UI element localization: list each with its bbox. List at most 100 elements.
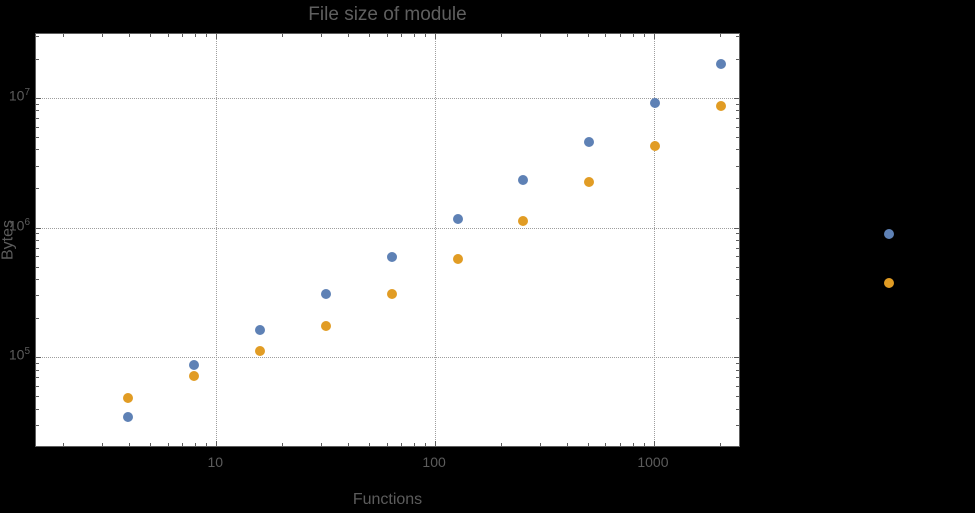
x-tick-label: 10 <box>207 454 224 470</box>
x-tick-mark <box>632 443 634 446</box>
y-tick-mark <box>736 295 739 297</box>
y-tick-mark <box>36 377 39 379</box>
x-tick-mark <box>401 443 403 446</box>
y-tick-mark <box>36 247 39 249</box>
y-gridline <box>36 97 739 99</box>
y-tick-mark <box>36 58 39 60</box>
x-tick-mark <box>413 443 415 446</box>
y-tick-mark <box>36 149 39 151</box>
x-tick-mark <box>719 34 721 37</box>
x-tick-mark <box>566 34 568 37</box>
y-tick-mark <box>36 165 39 167</box>
y-tick-mark <box>736 233 739 235</box>
y-tick-mark <box>736 136 739 138</box>
y-tick-mark <box>736 279 739 281</box>
y-tick-mark <box>36 396 39 398</box>
y-tick-mark <box>736 149 739 151</box>
x-tick-mark <box>620 443 622 446</box>
y-tick-mark <box>36 233 39 235</box>
x-tick-mark <box>195 34 197 37</box>
y-tick-mark <box>736 110 739 112</box>
y-tick-mark <box>736 126 739 128</box>
x-tick-mark <box>216 34 218 39</box>
x-axis-label: Functions <box>352 491 423 508</box>
y-gridline <box>36 357 739 359</box>
y-tick-mark <box>36 240 39 242</box>
y-tick-mark <box>36 117 39 119</box>
y-tick-mark <box>736 408 739 410</box>
y-tick-mark <box>36 295 39 297</box>
y-tick-mark <box>736 247 739 249</box>
plot-area <box>35 33 740 447</box>
x-gridline <box>435 34 437 446</box>
x-tick-mark <box>167 34 169 37</box>
x-tick-mark <box>150 443 152 446</box>
x-tick-mark <box>320 34 322 37</box>
y-tick-mark <box>734 97 739 99</box>
x-tick-mark <box>425 443 427 446</box>
x-tick-mark <box>369 443 371 446</box>
x-tick-mark <box>588 443 590 446</box>
x-tick-mark <box>386 34 388 37</box>
x-tick-mark <box>101 34 103 37</box>
x-tick-mark <box>632 34 634 37</box>
y-tick-mark <box>736 396 739 398</box>
x-tick-mark <box>500 34 502 37</box>
x-tick-mark <box>282 34 284 37</box>
x-tick-label: 1000 <box>637 454 669 470</box>
x-tick-mark <box>539 34 541 37</box>
x-tick-mark <box>182 34 184 37</box>
x-gridline <box>653 34 655 446</box>
x-tick-mark <box>348 34 350 37</box>
x-tick-mark <box>539 443 541 446</box>
y-tick-mark <box>736 425 739 427</box>
x-tick-mark <box>719 443 721 446</box>
y-tick-mark <box>736 165 739 167</box>
x-tick-mark <box>605 34 607 37</box>
y-tick-mark <box>734 357 739 359</box>
x-tick-mark <box>653 441 655 446</box>
x-tick-mark <box>605 443 607 446</box>
y-tick-mark <box>736 103 739 105</box>
y-tick-mark <box>736 188 739 190</box>
x-gridline <box>216 34 218 446</box>
y-tick-mark <box>736 256 739 258</box>
y-tick-mark <box>736 117 739 119</box>
y-tick-mark <box>36 227 41 229</box>
x-tick-mark <box>588 34 590 37</box>
x-tick-mark <box>129 34 131 37</box>
y-tick-mark <box>736 386 739 388</box>
y-tick-mark <box>736 318 739 320</box>
y-tick-mark <box>734 227 739 229</box>
x-tick-mark <box>216 441 218 446</box>
x-tick-mark <box>369 34 371 37</box>
y-tick-mark <box>736 377 739 379</box>
x-tick-mark <box>643 443 645 446</box>
y-tick-mark <box>736 369 739 371</box>
chart-title: File size of module <box>308 4 467 25</box>
y-tick-mark <box>736 35 739 37</box>
y-tick-mark <box>36 386 39 388</box>
y-tick-mark <box>36 369 39 371</box>
x-tick-mark <box>206 34 208 37</box>
y-tick-mark <box>36 188 39 190</box>
x-tick-mark <box>386 443 388 446</box>
y-tick-mark <box>36 425 39 427</box>
y-tick-mark <box>736 266 739 268</box>
x-tick-mark <box>653 34 655 39</box>
x-tick-mark <box>101 443 103 446</box>
x-tick-mark <box>643 34 645 37</box>
x-tick-mark <box>129 443 131 446</box>
x-tick-mark <box>150 34 152 37</box>
y-tick-mark <box>36 126 39 128</box>
y-gridline <box>36 227 739 229</box>
y-tick-mark <box>36 363 39 365</box>
x-tick-mark <box>500 443 502 446</box>
x-tick-mark <box>167 443 169 446</box>
x-tick-mark <box>206 443 208 446</box>
y-tick-mark <box>36 136 39 138</box>
x-tick-mark <box>63 443 65 446</box>
y-tick-mark <box>36 35 39 37</box>
x-tick-mark <box>566 443 568 446</box>
